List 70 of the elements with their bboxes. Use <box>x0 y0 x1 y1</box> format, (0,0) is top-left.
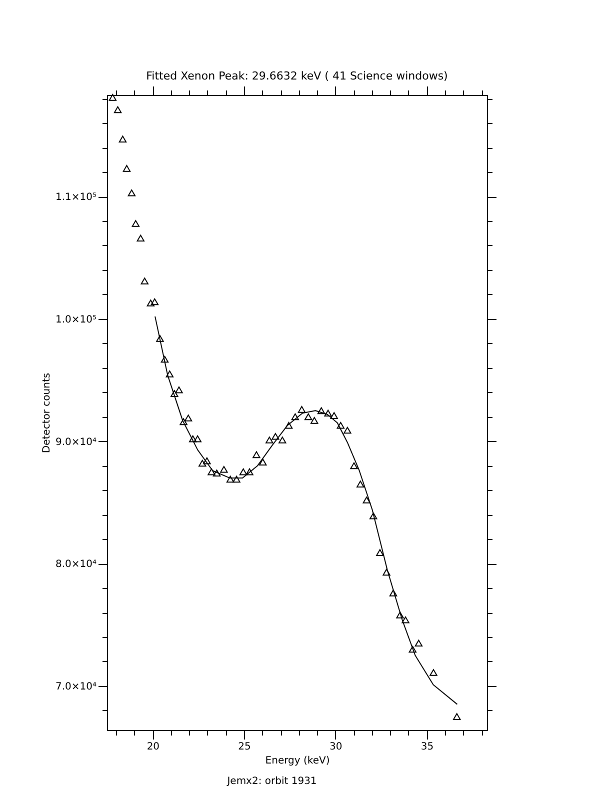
point <box>150 298 159 306</box>
point <box>132 220 140 227</box>
point <box>122 165 131 172</box>
point <box>396 612 404 618</box>
point <box>239 468 248 476</box>
y-tick-label: 9.0×10⁴ <box>55 436 96 448</box>
x-tick-label: 25 <box>238 742 251 752</box>
point <box>166 370 174 378</box>
point <box>376 549 384 556</box>
point <box>266 436 274 444</box>
point <box>408 646 416 653</box>
point <box>324 410 332 417</box>
point <box>317 407 326 414</box>
point <box>336 422 345 429</box>
x-tick-label: 20 <box>146 742 160 752</box>
point <box>184 414 192 422</box>
point <box>330 412 338 419</box>
point <box>108 94 117 101</box>
point <box>208 468 216 476</box>
point <box>212 470 221 476</box>
point <box>175 386 183 394</box>
point <box>128 189 136 196</box>
point <box>146 300 155 306</box>
y-tick-label: 8.0×10⁴ <box>55 559 96 570</box>
point <box>136 234 144 242</box>
point <box>350 462 358 470</box>
point <box>291 413 300 420</box>
point <box>189 435 197 442</box>
point <box>140 278 148 284</box>
point <box>344 426 352 434</box>
point <box>362 496 370 504</box>
point <box>252 451 260 458</box>
chart-title: Fitted Xenon Peak: 29.6632 keV ( 41 Science windows) <box>146 70 448 82</box>
point <box>430 669 438 676</box>
x-tick-label: 30 <box>330 742 342 752</box>
point <box>156 335 164 342</box>
point <box>272 432 280 440</box>
point <box>310 417 318 424</box>
point <box>382 568 390 576</box>
point <box>284 422 293 429</box>
point <box>246 468 254 476</box>
point <box>414 640 423 647</box>
point <box>278 436 286 444</box>
point <box>298 406 306 413</box>
point <box>402 616 410 624</box>
y-tick-label: 7.0×10⁴ <box>55 681 96 692</box>
point <box>114 106 122 114</box>
point <box>453 713 461 720</box>
point <box>170 390 178 397</box>
point <box>160 356 169 363</box>
x-axis-title: Energy (keV) <box>265 756 330 766</box>
y-axis-title: Detector counts <box>41 372 52 454</box>
point <box>220 466 228 473</box>
text: Jemx2: orbit 1931 <box>226 776 317 787</box>
line-series <box>154 316 458 705</box>
point <box>370 512 378 520</box>
point <box>118 136 127 142</box>
point <box>194 435 202 442</box>
point <box>356 480 364 488</box>
point <box>198 460 206 467</box>
point <box>304 413 312 420</box>
point <box>180 418 188 426</box>
point <box>258 458 267 466</box>
point <box>226 476 234 483</box>
point <box>389 590 398 596</box>
x-tick-label: 35 <box>420 742 434 752</box>
point <box>203 457 211 464</box>
point <box>232 476 240 483</box>
y-tick-label: 1.1×10⁵ <box>55 192 96 204</box>
y-tick-label: 1.0×10⁵ <box>55 314 96 326</box>
